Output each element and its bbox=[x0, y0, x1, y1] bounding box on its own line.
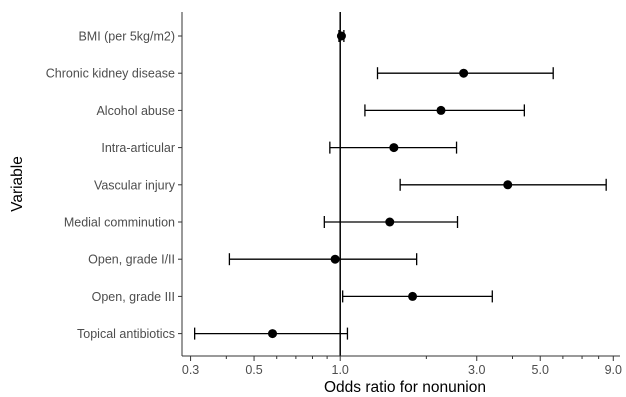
rows-layer: BMI (per 5kg/m2) Chronic kidney disease Al… bbox=[46, 30, 607, 341]
row-label: Open, grade III bbox=[92, 290, 175, 304]
x-tick-label: 0.3 bbox=[182, 363, 199, 377]
forest-row: Open, grade I/II bbox=[88, 253, 418, 267]
point-estimate bbox=[336, 31, 346, 41]
row-label: Intra-articular bbox=[101, 141, 175, 155]
row-label: Vascular injury bbox=[94, 178, 176, 192]
x-tick-label: 5.0 bbox=[532, 363, 549, 377]
forest-row: Alcohol abuse bbox=[96, 104, 525, 118]
x-axis-title: Odds ratio for nonunion bbox=[324, 379, 486, 396]
point-estimate bbox=[408, 291, 418, 301]
row-label: Open, grade I/II bbox=[88, 253, 175, 267]
row-label: Chronic kidney disease bbox=[46, 67, 175, 81]
point-estimate bbox=[436, 105, 446, 115]
point-estimate bbox=[503, 180, 513, 190]
row-label: Topical antibiotics bbox=[77, 327, 175, 341]
row-label: Alcohol abuse bbox=[96, 104, 175, 118]
forest-row: Chronic kidney disease bbox=[46, 67, 554, 81]
x-tick-label: 9.0 bbox=[605, 363, 622, 377]
forest-row: Intra-articular bbox=[101, 141, 458, 155]
point-estimate bbox=[459, 68, 469, 78]
forest-row: Vascular injury bbox=[94, 178, 607, 192]
row-label: BMI (per 5kg/m2) bbox=[78, 30, 175, 44]
x-tick-label: 1.0 bbox=[332, 363, 349, 377]
row-label: Medial comminution bbox=[64, 216, 175, 230]
axes-layer: 0.3 0.5 1.0 3.0 5.0 9.0 bbox=[181, 12, 622, 377]
y-axis-title: Variable bbox=[9, 156, 26, 212]
point-estimate bbox=[330, 254, 340, 264]
x-tick-label: 0.5 bbox=[245, 363, 262, 377]
point-estimate bbox=[389, 143, 399, 153]
forest-row: Medial comminution bbox=[64, 216, 459, 230]
forest-row: BMI (per 5kg/m2) bbox=[78, 30, 346, 44]
forest-row: Topical antibiotics bbox=[77, 327, 349, 341]
point-estimate bbox=[385, 217, 395, 227]
forest-row: Open, grade III bbox=[92, 290, 493, 304]
x-tick-label: 3.0 bbox=[468, 363, 485, 377]
point-estimate bbox=[268, 329, 278, 339]
